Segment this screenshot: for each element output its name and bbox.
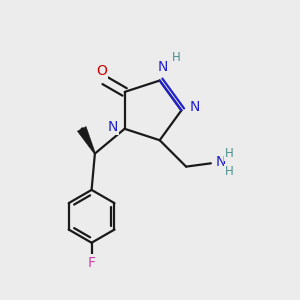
Text: H: H bbox=[225, 165, 233, 178]
Text: N: N bbox=[189, 100, 200, 114]
Text: N: N bbox=[158, 60, 168, 74]
Text: N: N bbox=[108, 120, 118, 134]
Text: N: N bbox=[216, 155, 226, 169]
Text: H: H bbox=[172, 51, 181, 64]
Text: H: H bbox=[225, 147, 233, 160]
Text: O: O bbox=[96, 64, 107, 78]
Text: F: F bbox=[88, 256, 96, 270]
Polygon shape bbox=[77, 127, 95, 154]
